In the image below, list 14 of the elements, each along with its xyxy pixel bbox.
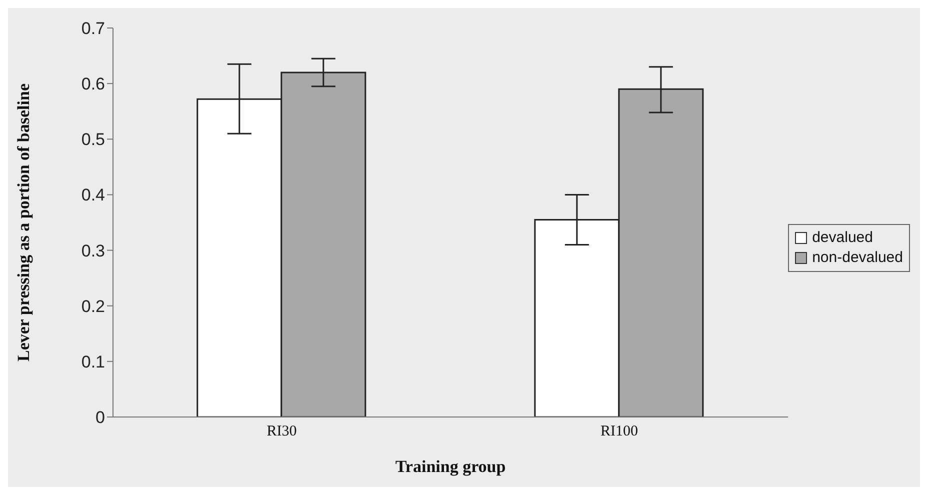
x-tick-label: RI100 [600,424,638,440]
y-tick-label: 0.5 [81,130,105,150]
y-tick-label: 0.1 [81,352,105,372]
x-tick-label: RI30 [266,424,297,440]
y-tick-label: 0.6 [81,74,105,94]
legend-label: non-devalued [812,248,903,268]
y-tick-label: 0.7 [81,19,105,38]
y-tick-label: 0.3 [81,241,105,260]
y-tick-label: 0 [96,408,105,428]
legend-label: devalued [812,228,873,248]
y-tick-label: 0.4 [81,186,105,205]
x-axis-title: Training group [395,457,506,476]
y-tick-label: 0.2 [81,296,105,316]
y-axis-title: Lever pressing as a portion of baseline [14,83,34,362]
